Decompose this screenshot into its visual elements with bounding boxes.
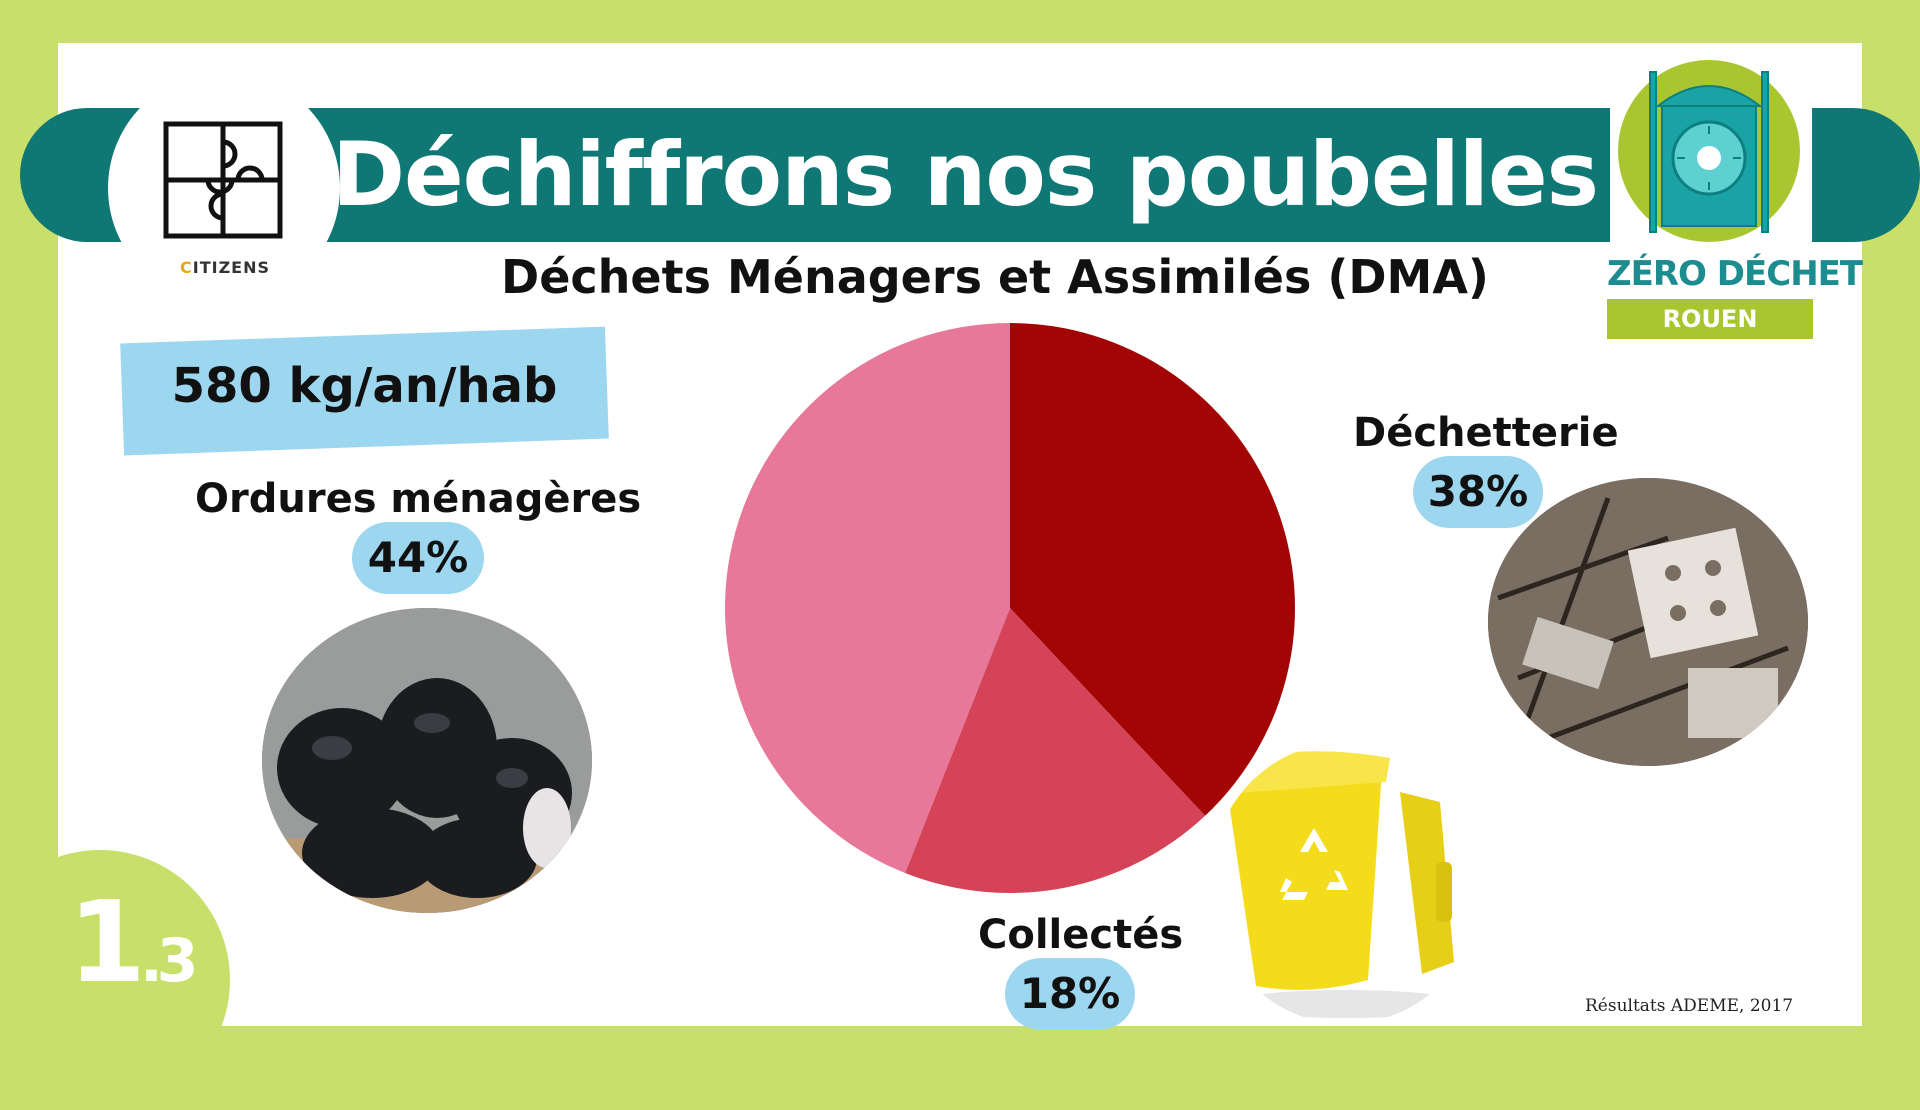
label-dechetterie: Déchetterie: [1353, 410, 1619, 456]
pct-ordures: 44%: [352, 522, 484, 594]
recycle-icon: [1280, 828, 1348, 900]
label-collectes: Collectés: [978, 912, 1184, 958]
stat-value: 580 kg/an/hab: [171, 358, 558, 414]
zero-dechet-logo: [1618, 60, 1800, 242]
pie-slice-collect-s: [905, 608, 1206, 894]
trash-bags-image: [262, 608, 592, 913]
scrap-pile-image: [1488, 478, 1808, 766]
pie-slice-ordures-m-nag-res: [724, 323, 1010, 873]
yellow-bin-image: [1210, 742, 1482, 1024]
pct-dechetterie: 38%: [1413, 456, 1543, 528]
page-title: Déchiffrons nos poubelles: [331, 123, 1599, 226]
brand-initial: C: [180, 258, 193, 277]
title-banner-end: [1812, 108, 1920, 242]
slide-number-main: 1: [68, 878, 146, 1008]
brand-name: ITIZENS: [192, 258, 271, 277]
puzzle-icon: [163, 121, 283, 239]
citizens-brand: CITIZENS: [180, 258, 270, 277]
citizens-logo: [108, 72, 340, 304]
source-note: Résultats ADEME, 2017: [1585, 996, 1794, 1016]
chart-title: Déchets Ménagers et Assimilés (DMA): [501, 250, 1489, 304]
pie-slice-d-chetterie: [1010, 323, 1295, 816]
zero-dechet-title: ZÉRO DÉCHET: [1607, 254, 1863, 294]
clock-tower-icon: [1649, 71, 1769, 233]
slide-number: 1.3: [68, 878, 198, 1008]
pct-collectes: 18%: [1005, 958, 1135, 1030]
label-ordures: Ordures ménagères: [195, 476, 642, 522]
slide: Déchiffrons nos poubelles CITIZENS: [20, 43, 1920, 1030]
slide-number-sub: .3: [139, 926, 198, 996]
pie-chart: [724, 323, 1295, 894]
zero-dechet-city: ROUEN: [1607, 299, 1813, 339]
slide-number-badge: [0, 850, 230, 1110]
